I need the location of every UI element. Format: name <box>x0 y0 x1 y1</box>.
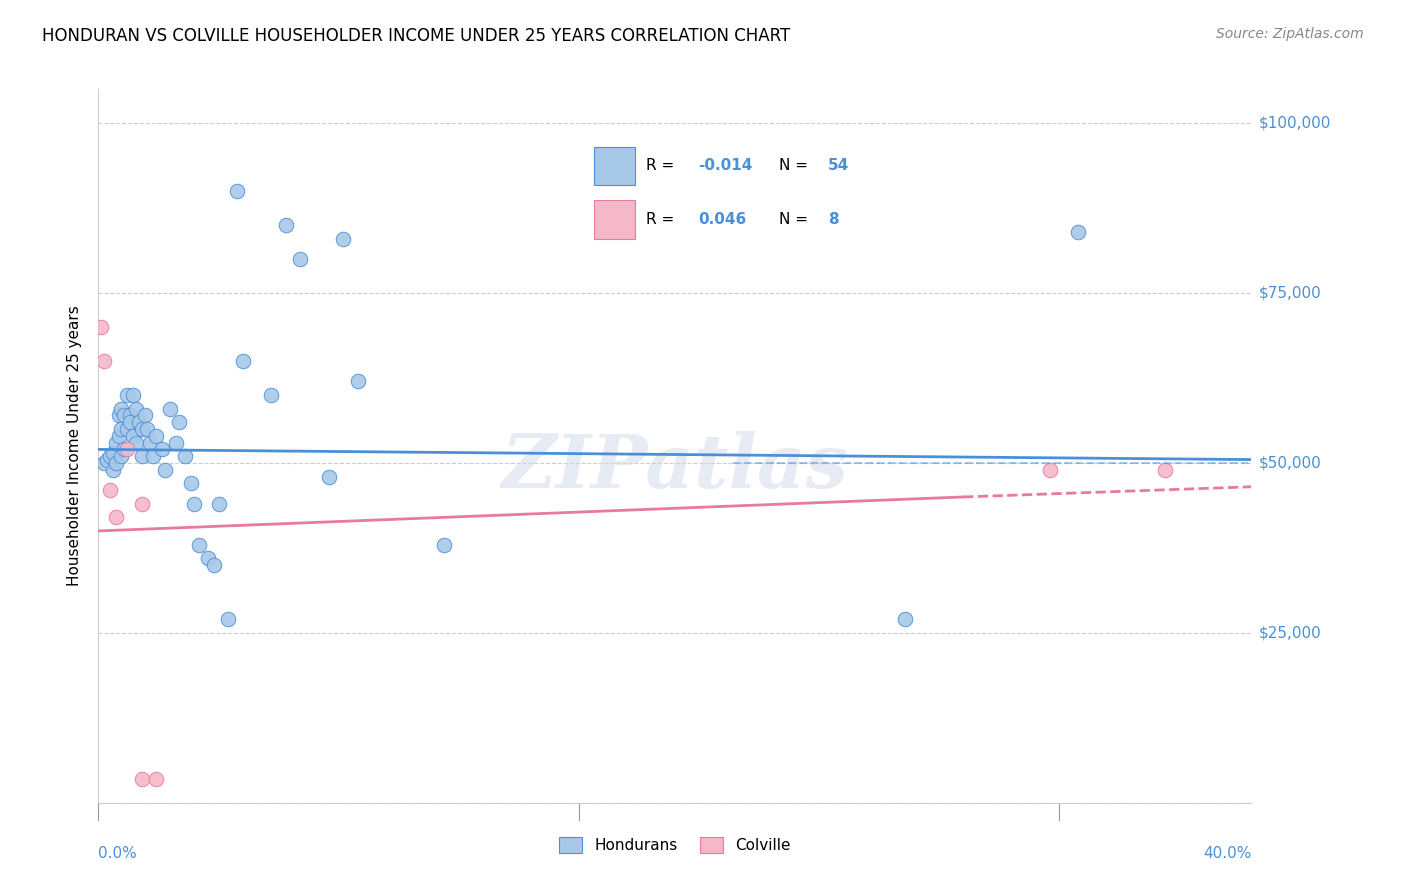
Point <box>894 612 917 626</box>
Text: HONDURAN VS COLVILLE HOUSEHOLDER INCOME UNDER 25 YEARS CORRELATION CHART: HONDURAN VS COLVILLE HOUSEHOLDER INCOME … <box>42 27 790 45</box>
Point <box>145 429 167 443</box>
Point <box>332 232 354 246</box>
Point <box>96 452 118 467</box>
Point <box>1153 463 1175 477</box>
Point <box>101 446 124 460</box>
Legend: Hondurans, Colville: Hondurans, Colville <box>553 831 797 859</box>
Y-axis label: Householder Income Under 25 years: Householder Income Under 25 years <box>67 306 83 586</box>
Point <box>120 409 142 423</box>
Point <box>1038 463 1062 477</box>
Point <box>318 469 340 483</box>
Point <box>107 409 129 423</box>
Point <box>167 415 190 429</box>
Text: $75,000: $75,000 <box>1258 285 1322 301</box>
Text: ZIPatlas: ZIPatlas <box>502 431 848 504</box>
Point <box>260 388 283 402</box>
Point <box>290 252 312 266</box>
Point <box>128 415 150 429</box>
Point <box>112 409 135 423</box>
Point <box>122 429 145 443</box>
Point <box>145 772 167 786</box>
Point <box>217 612 239 626</box>
Point <box>131 449 153 463</box>
Point <box>197 551 219 566</box>
Point <box>174 449 197 463</box>
Point <box>98 483 121 498</box>
Point <box>112 442 135 457</box>
Point <box>110 422 132 436</box>
Point <box>433 537 456 551</box>
Point <box>183 497 205 511</box>
Point <box>107 429 129 443</box>
Point <box>117 388 138 402</box>
Point <box>139 435 162 450</box>
Point <box>153 463 176 477</box>
Point <box>110 449 132 463</box>
Point <box>231 354 254 368</box>
Point <box>180 476 202 491</box>
Point <box>90 320 112 334</box>
Point <box>188 537 211 551</box>
Point <box>104 456 127 470</box>
Point <box>122 388 145 402</box>
Point <box>117 442 138 457</box>
Point <box>131 772 153 786</box>
Point <box>101 463 124 477</box>
Point <box>131 422 153 436</box>
Point <box>225 184 247 198</box>
Point <box>98 449 121 463</box>
Text: $50,000: $50,000 <box>1258 456 1322 470</box>
Point <box>104 510 127 524</box>
Point <box>136 422 159 436</box>
Point <box>125 435 148 450</box>
Text: 0.0%: 0.0% <box>98 846 138 861</box>
Text: $25,000: $25,000 <box>1258 625 1322 640</box>
Point <box>165 435 187 450</box>
Point <box>159 401 181 416</box>
Point <box>150 442 173 457</box>
Point <box>125 401 148 416</box>
Text: Source: ZipAtlas.com: Source: ZipAtlas.com <box>1216 27 1364 41</box>
Point <box>110 401 132 416</box>
Point <box>208 497 231 511</box>
Point <box>93 456 115 470</box>
Point <box>120 415 142 429</box>
Point <box>117 422 138 436</box>
Point <box>142 449 165 463</box>
Point <box>134 409 156 423</box>
Point <box>131 497 153 511</box>
Point <box>93 354 115 368</box>
Point <box>274 218 297 232</box>
Point <box>346 375 368 389</box>
Text: 40.0%: 40.0% <box>1204 846 1251 861</box>
Point <box>104 435 127 450</box>
Point <box>202 558 225 572</box>
Text: $100,000: $100,000 <box>1258 116 1330 131</box>
Point <box>1067 225 1090 239</box>
